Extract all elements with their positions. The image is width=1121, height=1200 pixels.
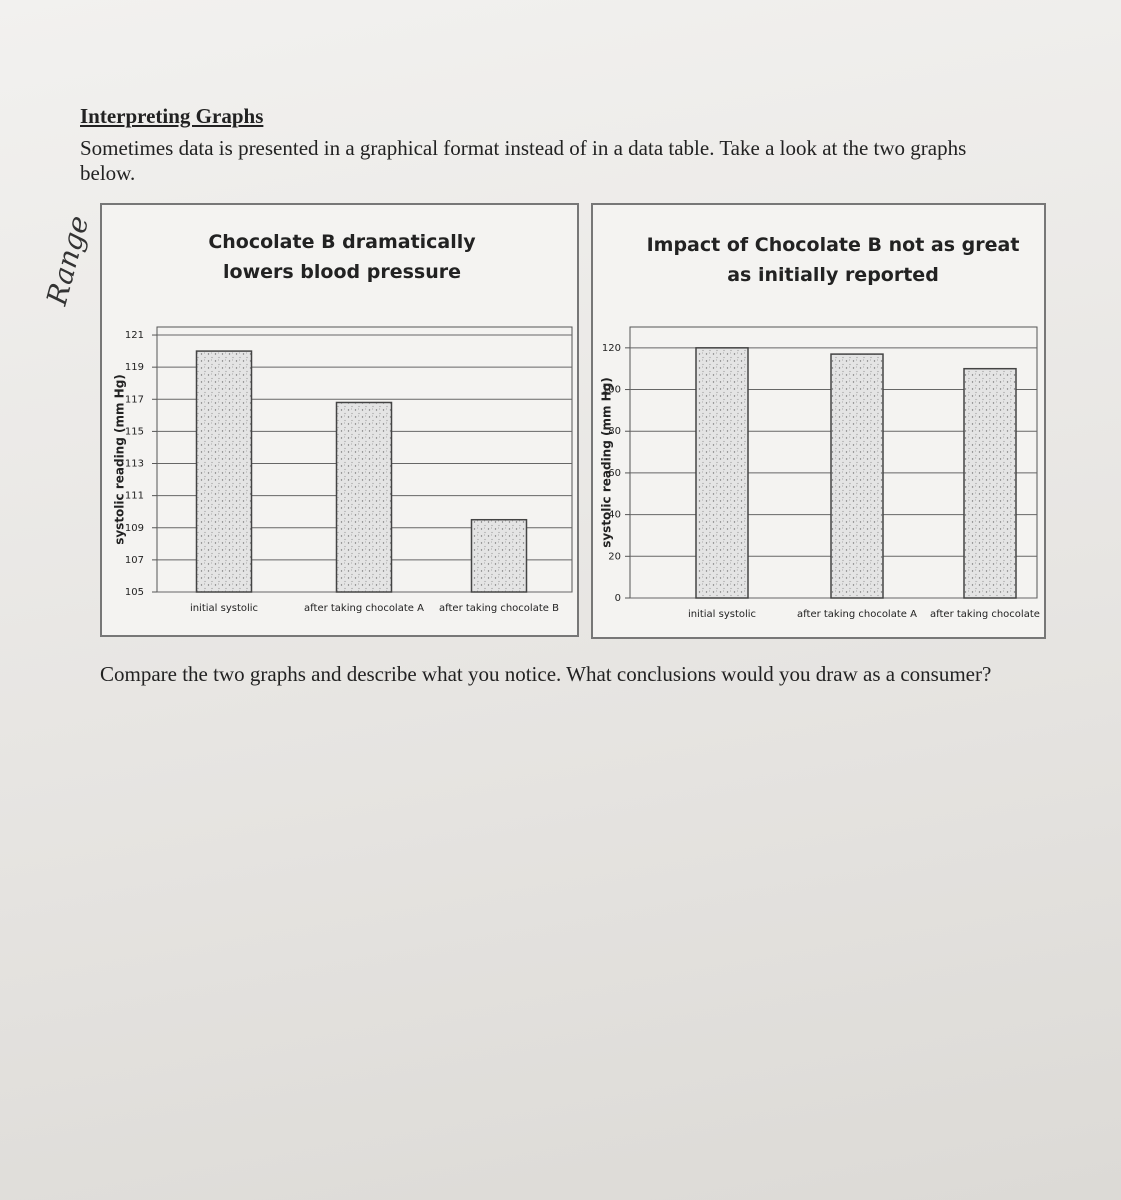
y-tick-label: 120 xyxy=(602,343,621,354)
chart-title: Chocolate B dramatically lowers blood pr… xyxy=(208,231,476,283)
chart: 0 20 40 60 80 100 120 systolic reading (mm Hg) i… xyxy=(600,326,1044,620)
bar xyxy=(195,350,253,593)
y-tick-label: 107 xyxy=(125,555,144,566)
y-tick-label: 113 xyxy=(125,459,144,470)
worksheet-title: Interpreting Graphs xyxy=(80,104,264,128)
chart: 105 107 109 111 113 115 117 119 121 systolic read… xyxy=(113,326,573,614)
y-tick-label: 40 xyxy=(608,510,621,521)
bar xyxy=(830,353,884,599)
y-axis-label: systolic reading (mm Hg) xyxy=(600,377,614,548)
chart-panel: Chocolate B dramatically lowers blood pr… xyxy=(100,203,579,637)
bar xyxy=(695,347,749,599)
intro-text: Sometimes data is presented in a graphic… xyxy=(80,136,967,185)
bar xyxy=(963,367,1017,599)
handwriting: Range xyxy=(40,212,96,309)
x-tick-label: initial systolic xyxy=(190,603,258,614)
y-tick-label: 121 xyxy=(125,330,144,341)
y-tick-label: 117 xyxy=(125,394,144,405)
y-tick-label: 115 xyxy=(125,426,144,437)
x-tick-label: after taking chocolate B xyxy=(930,609,1044,620)
x-tick-label: after taking chocolate A xyxy=(304,603,424,614)
y-tick-label: 111 xyxy=(125,491,144,502)
bar xyxy=(470,518,528,593)
x-tick-label: after taking chocolate B xyxy=(439,603,559,614)
y-tick-label: 80 xyxy=(608,426,621,437)
y-tick-label: 105 xyxy=(125,587,144,598)
y-tick-label: 0 xyxy=(615,593,621,604)
x-tick-label: initial systolic xyxy=(688,609,756,620)
y-tick-label: 60 xyxy=(608,468,621,479)
y-tick-label: 109 xyxy=(125,523,144,534)
question-text: Compare the two graphs and describe what… xyxy=(100,662,992,686)
y-axis-label: systolic reading (mm Hg) xyxy=(113,374,127,545)
y-tick-label: 20 xyxy=(608,551,621,562)
chart-title: Impact of Chocolate B not as great as in… xyxy=(646,234,1020,286)
y-tick-label: 100 xyxy=(602,385,621,396)
y-tick-label: 119 xyxy=(125,362,144,373)
x-tick-label: after taking chocolate A xyxy=(797,609,917,620)
chart-panel: Impact of Chocolate B not as great as in… xyxy=(591,203,1046,639)
bar xyxy=(335,401,393,593)
